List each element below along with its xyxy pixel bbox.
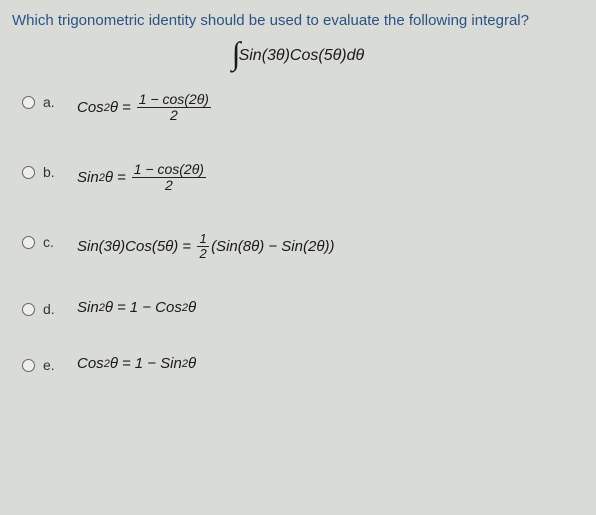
choice-letter: a. xyxy=(43,94,67,110)
equals: = xyxy=(122,99,131,116)
choice-formula-b: Sin 2 θ = 1 − cos(2θ) 2 xyxy=(77,162,208,194)
lhs-func: Cos xyxy=(77,99,104,116)
lhs-full: Sin(3θ)Cos(5θ) xyxy=(77,238,178,255)
lhs-arg: θ xyxy=(110,99,118,116)
integral-body: Sin(3θ)Cos(5θ)dθ xyxy=(239,47,365,65)
choice-c: c. Sin(3θ)Cos(5θ) = 1 2 (Sin(8θ) − Sin(2… xyxy=(22,232,584,262)
choice-letter: c. xyxy=(43,234,67,250)
radio-d[interactable] xyxy=(22,303,35,316)
lhs-func: Sin xyxy=(77,169,99,186)
denominator: 2 xyxy=(163,178,175,193)
equals: = xyxy=(117,299,126,316)
choice-letter: b. xyxy=(43,164,67,180)
integral-display: ∫ Sin(3θ)Cos(5θ)dθ xyxy=(12,37,584,74)
lhs-arg: θ xyxy=(105,169,113,186)
choice-letter: e. xyxy=(43,357,67,373)
rhs-pre: 1 − Sin xyxy=(135,355,182,372)
fraction: 1 − cos(2θ) 2 xyxy=(132,162,206,194)
numerator: 1 − cos(2θ) xyxy=(137,92,211,107)
lhs-arg: θ xyxy=(105,299,113,316)
integral-symbol: ∫ xyxy=(232,35,241,72)
lhs-func: Sin xyxy=(77,299,99,316)
rhs-pre: 1 − Cos xyxy=(130,299,182,316)
lhs-func: Cos xyxy=(77,355,104,372)
numerator: 1 − cos(2θ) xyxy=(132,162,206,177)
quiz-page: Which trigonometric identity should be u… xyxy=(0,0,596,411)
integral-expression: ∫ Sin(3θ)Cos(5θ)dθ xyxy=(232,37,364,74)
equals: = xyxy=(117,169,126,186)
denominator: 2 xyxy=(197,247,208,261)
lhs-arg: θ xyxy=(110,355,118,372)
radio-b[interactable] xyxy=(22,166,35,179)
radio-a[interactable] xyxy=(22,96,35,109)
choice-formula-a: Cos 2 θ = 1 − cos(2θ) 2 xyxy=(77,92,213,124)
rhs-post: θ xyxy=(188,299,196,316)
choice-e: e. Cos2θ = 1 − Sin2θ xyxy=(22,355,584,373)
equals: = xyxy=(122,355,131,372)
choice-a: a. Cos 2 θ = 1 − cos(2θ) 2 xyxy=(22,92,584,124)
numerator: 1 xyxy=(197,232,208,246)
denominator: 2 xyxy=(168,108,180,123)
rhs-tail: (Sin(8θ) − Sin(2θ)) xyxy=(211,238,334,255)
choices-list: a. Cos2θ = 1 − cos(2θ) 2 b. Sin2θ = 1 − … xyxy=(12,92,584,373)
fraction: 1 − cos(2θ) 2 xyxy=(137,92,211,124)
fraction-half: 1 2 xyxy=(197,232,209,262)
choice-formula-e: Cos2θ = 1 − Sin2θ xyxy=(77,355,196,372)
rhs-post: θ xyxy=(188,355,196,372)
radio-c[interactable] xyxy=(22,236,35,249)
choice-d: d. Sin2θ = 1 − Cos2θ xyxy=(22,299,584,317)
choice-letter: d. xyxy=(43,301,67,317)
choice-b: b. Sin 2 θ = 1 − cos(2θ) 2 xyxy=(22,162,584,194)
choice-formula-c: Sin(3θ)Cos(5θ) = 1 2 (Sin(8θ) − Sin(2θ)) xyxy=(77,232,334,262)
equals: = xyxy=(182,238,191,255)
choice-formula-d: Sin2θ = 1 − Cos2θ xyxy=(77,299,196,316)
radio-e[interactable] xyxy=(22,359,35,372)
question-text: Which trigonometric identity should be u… xyxy=(12,12,584,29)
